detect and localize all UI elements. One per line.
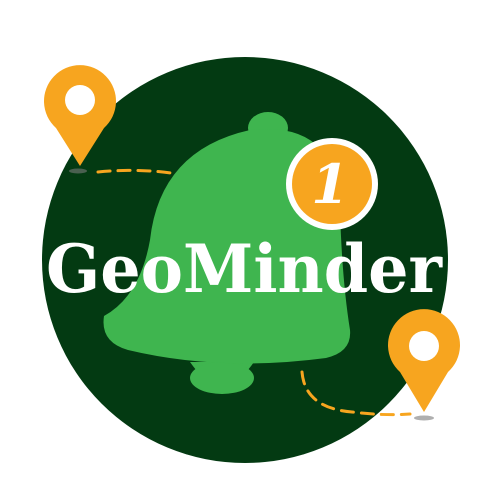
wordmark: GeoMinder <box>46 230 443 308</box>
badge-count: 1 <box>311 152 349 216</box>
route-line-bottom <box>300 370 412 417</box>
route-line-top <box>96 168 180 176</box>
map-pin-icon-bottom-right <box>388 309 461 421</box>
notification-badge: 1 <box>286 138 378 230</box>
map-pin-icon-top-left <box>44 65 117 174</box>
